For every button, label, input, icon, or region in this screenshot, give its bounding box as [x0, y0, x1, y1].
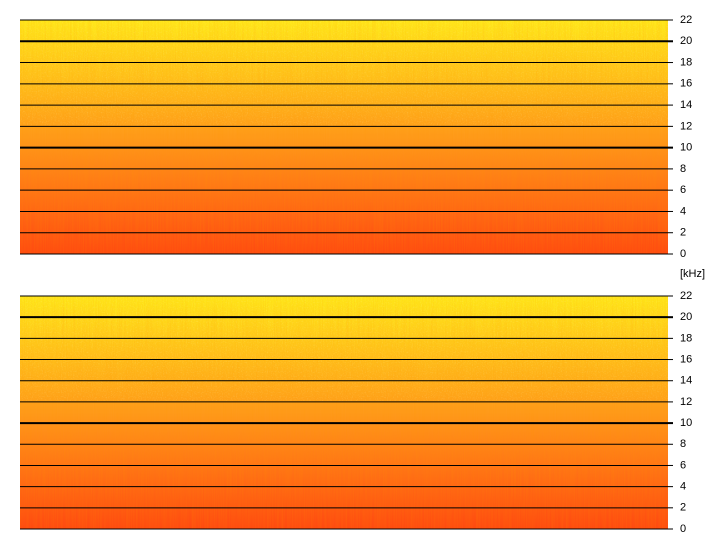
y-tick-label: 18: [680, 56, 692, 68]
y-tick-label: 2: [680, 227, 686, 239]
y-tick-label: 12: [680, 396, 692, 408]
y-tick-label: 2: [680, 502, 686, 514]
y-tick-label: 10: [680, 417, 692, 429]
y-tick-label: 22: [680, 290, 692, 302]
y-tick-label: 4: [680, 481, 686, 493]
y-tick-label: 4: [680, 205, 686, 217]
spectrogram-speckle: [20, 296, 668, 401]
y-tick-label: 12: [680, 120, 692, 132]
y-tick-label: 14: [680, 375, 692, 387]
y-tick-label: 14: [680, 99, 692, 111]
y-tick-label: 8: [680, 163, 686, 175]
y-tick-label: 20: [680, 35, 692, 47]
y-tick-label: 0: [680, 523, 686, 535]
y-tick-label: 16: [680, 353, 692, 365]
y-tick-label: 6: [680, 184, 686, 196]
y-tick-label: 8: [680, 438, 686, 450]
y-tick-label: 6: [680, 459, 686, 471]
y-tick-label: 0: [680, 248, 686, 260]
spectrogram-speckle: [20, 20, 668, 126]
y-tick-label: 22: [680, 14, 692, 26]
y-tick-label: 10: [680, 142, 692, 154]
y-unit-label: [kHz]: [680, 268, 705, 280]
y-tick-label: 16: [680, 78, 692, 90]
y-tick-label: 20: [680, 311, 692, 323]
y-tick-label: 18: [680, 332, 692, 344]
